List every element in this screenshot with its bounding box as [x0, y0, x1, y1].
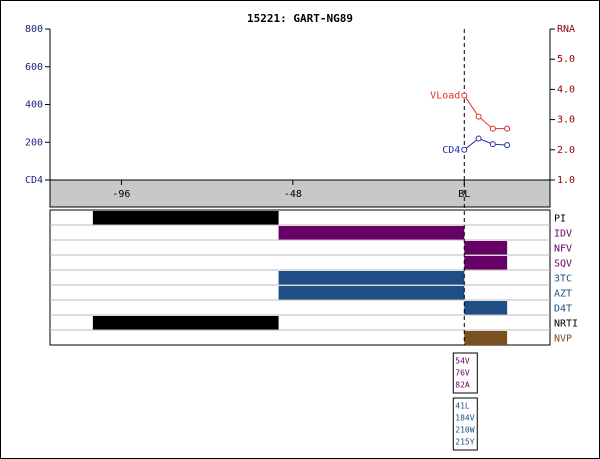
mutation-label: 82A — [455, 381, 470, 390]
y-tick-label: 200 — [25, 137, 43, 148]
mutation-label: 54V — [455, 357, 470, 366]
y2-tick-label: 3.0 — [557, 115, 575, 126]
point — [489, 141, 496, 148]
treatment-label: SQV — [554, 259, 572, 270]
x-tick-label: -48 — [284, 189, 302, 200]
mutation-label: 210W — [455, 426, 474, 435]
treatment-bar — [92, 211, 279, 225]
treatment-label: D4T — [554, 304, 572, 315]
point — [504, 125, 511, 132]
point — [461, 146, 468, 153]
y2-tick-label: 1.0 — [557, 175, 575, 186]
treatment-label: NRTI — [554, 319, 578, 330]
treatment-bar — [464, 256, 508, 270]
y2-tick-label: 5.0 — [557, 54, 575, 65]
y-tick-label: 800 — [25, 24, 43, 35]
treatment-label: PI — [554, 214, 566, 225]
x-tick-label: -96 — [112, 189, 130, 200]
treatment-bar — [278, 271, 465, 285]
y-tick-label: CD4 — [25, 175, 43, 186]
y2-tick-label: RNA — [557, 24, 575, 35]
treatment-label: AZT — [554, 289, 572, 300]
point — [461, 92, 468, 99]
series-line — [463, 137, 508, 151]
y2-tick-label: 2.0 — [557, 145, 575, 156]
chart-title: 15221: GART-NG89 — [247, 12, 353, 25]
series-line — [463, 95, 508, 130]
mutation-box — [452, 397, 478, 451]
treatment-bar — [464, 301, 508, 315]
y-tick-label: 600 — [25, 62, 43, 73]
point — [489, 125, 496, 132]
treatment-bar — [464, 241, 508, 255]
point — [475, 113, 482, 120]
treatment-bar — [464, 331, 508, 345]
mutation-label: 215Y — [455, 438, 474, 447]
series-label: VLoad — [430, 90, 460, 101]
treatment-label: NFV — [554, 244, 572, 255]
y2-tick-label: 4.0 — [557, 84, 575, 95]
y-tick-label: 400 — [25, 100, 43, 111]
treatment-bar — [278, 286, 465, 300]
treatment-bar — [278, 226, 465, 240]
point — [475, 135, 482, 142]
treatment-label: 3TC — [554, 274, 572, 285]
treatment-label: IDV — [554, 229, 572, 240]
series-label: CD4 — [442, 145, 460, 156]
x-axis-band — [49, 179, 551, 208]
mutation-label: 76V — [455, 369, 470, 378]
x-tick-label: BL — [458, 189, 470, 200]
mutation-label: 41L — [455, 402, 470, 411]
treatment-bar — [92, 316, 279, 330]
mutation-label: 184V — [455, 414, 474, 423]
mutation-box — [452, 352, 478, 394]
point — [504, 142, 511, 149]
treatment-label: NVP — [554, 334, 572, 345]
